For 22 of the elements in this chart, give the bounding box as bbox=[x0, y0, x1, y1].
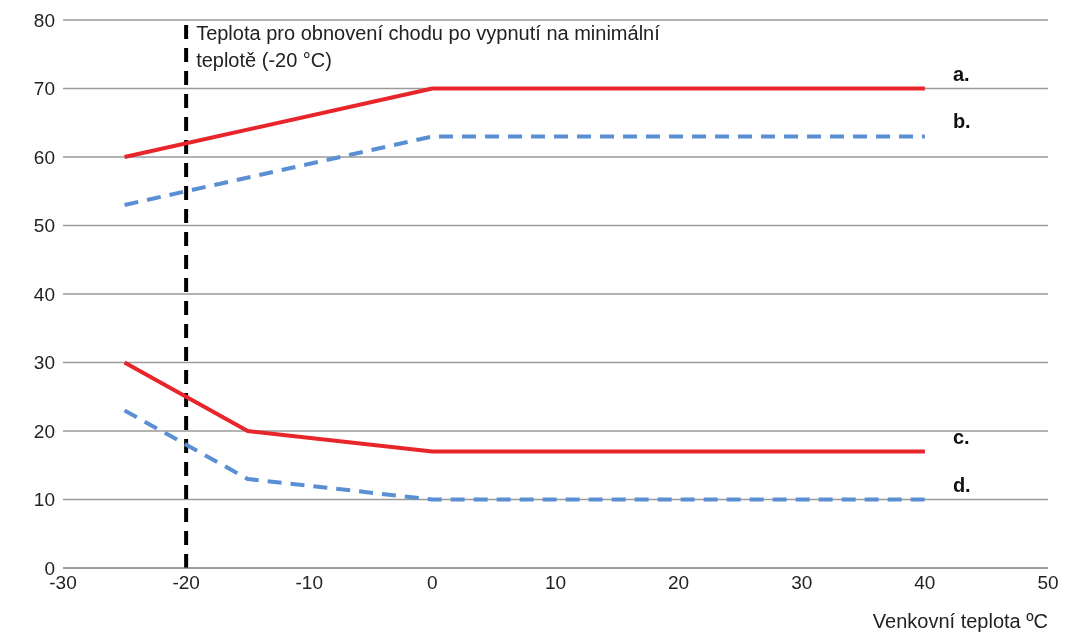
x-tick-label: 10 bbox=[544, 572, 567, 594]
ref-line-label: Teplota pro obnovení chodu po vypnutí na minimální teplotě (-20 °C) bbox=[196, 22, 661, 71]
x-tick-label: 50 bbox=[1037, 572, 1059, 594]
x-axis-title: Venkovní teplota ºC bbox=[872, 610, 1048, 632]
y-tick-label: 30 bbox=[33, 352, 55, 374]
x-tick-label: 0 bbox=[427, 572, 438, 594]
y-tick-label: 10 bbox=[33, 489, 55, 511]
x-tick-label: 40 bbox=[914, 572, 936, 594]
y-tick-label: 50 bbox=[33, 215, 55, 237]
series-label: c. bbox=[952, 425, 970, 448]
y-tick-label: 60 bbox=[33, 146, 55, 168]
x-tick-label: 20 bbox=[668, 572, 690, 594]
y-tick-label: 20 bbox=[33, 420, 55, 442]
x-tick-label: -20 bbox=[172, 572, 200, 594]
y-tick-label: 40 bbox=[33, 283, 55, 305]
series-label: d. bbox=[952, 473, 971, 496]
x-tick-label: 30 bbox=[791, 572, 813, 594]
x-tick-label: -10 bbox=[295, 572, 323, 594]
y-tick-label: 70 bbox=[33, 78, 55, 100]
series-label: a. bbox=[952, 62, 970, 85]
y-tick-label: 80 bbox=[33, 9, 55, 31]
series-label: b. bbox=[952, 110, 971, 133]
